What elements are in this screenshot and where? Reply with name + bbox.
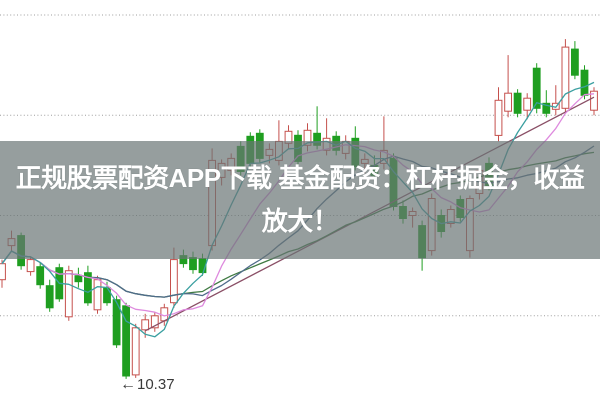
left-arrow-icon: ← xyxy=(120,376,136,393)
price-low-annotation: ← 10.37 xyxy=(120,377,175,393)
price-low-label: 10.37 xyxy=(137,376,175,393)
